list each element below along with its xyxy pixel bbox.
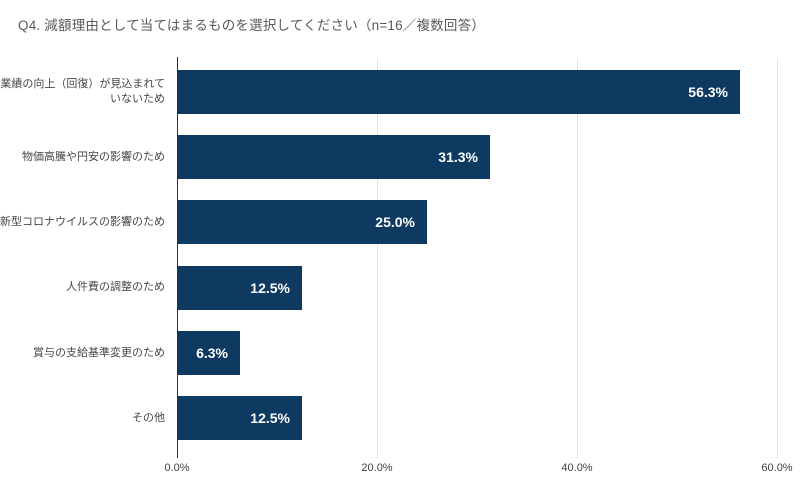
bar-row: 12.5% [177, 255, 777, 320]
bar-value-label: 25.0% [375, 214, 415, 231]
bar: 12.5% [177, 265, 302, 310]
category-label: 人件費の調整のため [66, 281, 165, 294]
bar: 25.0% [177, 200, 427, 245]
x-tick-label: 60.0% [761, 462, 793, 474]
y-axis-line [177, 57, 178, 458]
bar: 31.3% [177, 134, 490, 179]
bar-row: 31.3% [177, 124, 777, 189]
bar: 56.3% [177, 69, 740, 114]
bar-rows: 56.3% 31.3% 25.0% 12.5% 6.3% 12.5% [177, 59, 777, 451]
bar-row: 6.3% [177, 320, 777, 385]
bar-value-label: 12.5% [250, 279, 290, 296]
category-label: 物価高騰や円安の影響のため [22, 150, 165, 163]
category-label: 業績の向上（回復）が見込まれていないため [0, 77, 165, 105]
bar-row: 25.0% [177, 190, 777, 255]
x-tick-label: 20.0% [361, 462, 393, 474]
bar: 6.3% [177, 330, 240, 375]
category-label: 新型コロナウイルスの影響のため [0, 215, 165, 228]
bar-row: 12.5% [177, 386, 777, 451]
gridline [577, 59, 578, 458]
gridline [377, 59, 378, 458]
bar-row: 56.3% [177, 59, 777, 124]
chart-title: Q4. 減額理由として当てはまるものを選択してください（n=16／複数回答） [18, 18, 486, 33]
bar-value-label: 56.3% [688, 83, 728, 100]
category-labels: 業績の向上（回復）が見込まれていないため物価高騰や円安の影響のため新型コロナウイ… [0, 59, 171, 451]
bar: 12.5% [177, 396, 302, 441]
gridline [777, 59, 778, 458]
category-label: その他 [132, 411, 165, 424]
category-label: 賞与の支給基準変更のため [33, 346, 165, 359]
x-tick-label: 0.0% [164, 462, 190, 474]
x-tick-label: 40.0% [561, 462, 593, 474]
bar-value-label: 12.5% [250, 410, 290, 427]
plot-area: 56.3% 31.3% 25.0% 12.5% 6.3% 12.5% 0.0% 20.0% 4… [164, 57, 793, 474]
bar-value-label: 31.3% [438, 148, 478, 165]
bar-value-label: 6.3% [196, 344, 228, 361]
